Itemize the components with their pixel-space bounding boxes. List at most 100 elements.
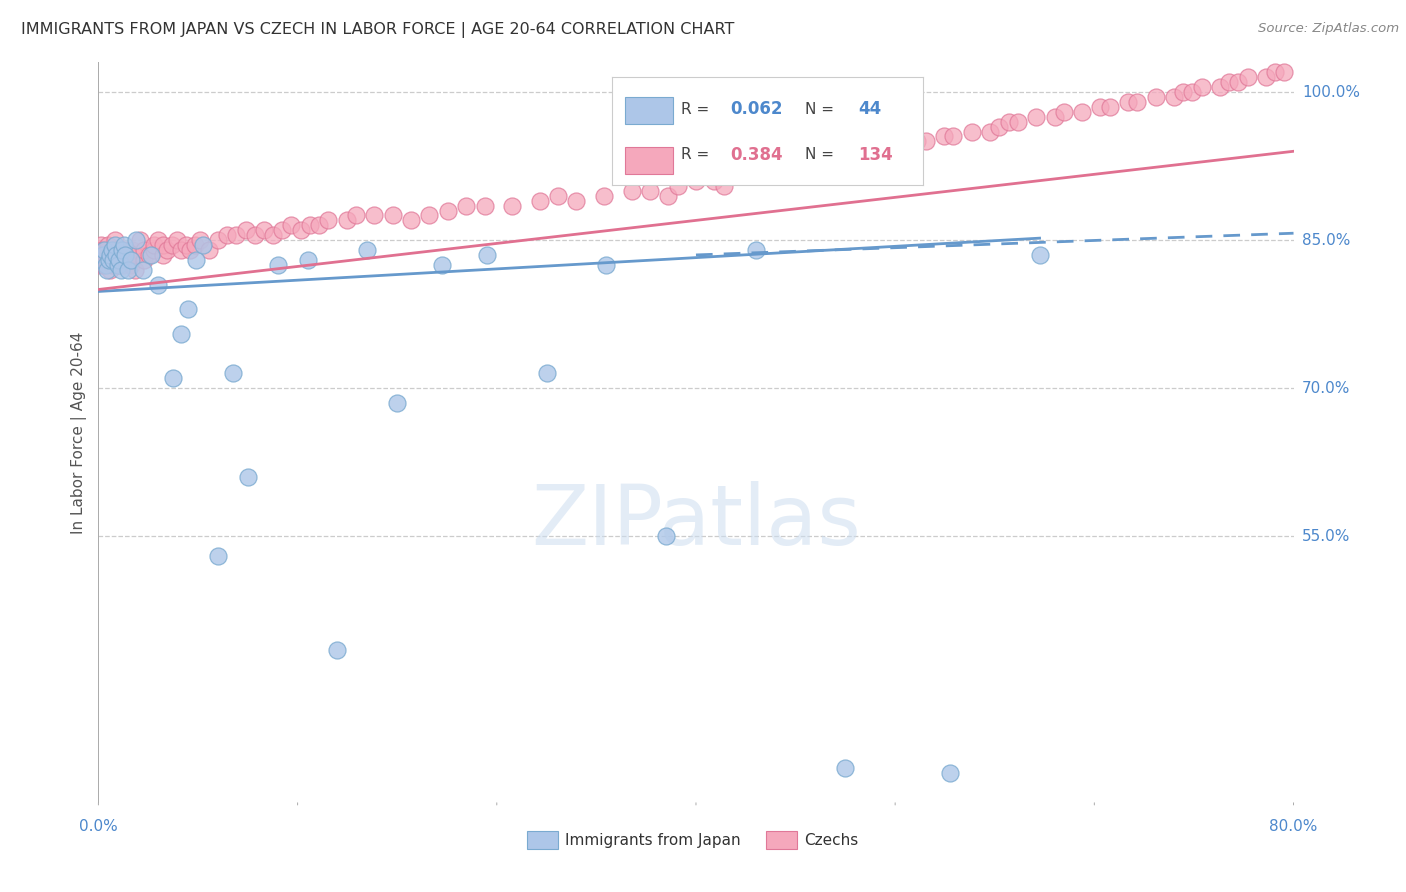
Point (1098, 100, 1121, 114)
Point (96, 248, 118, 262)
Point (1227, 75, 1250, 89)
Point (97, 243, 120, 257)
Point (91, 258, 114, 272)
Point (1071, 104, 1094, 119)
Point (179, 243, 201, 257)
Point (89, 252, 111, 267)
Point (1264, 65, 1286, 79)
Point (90, 238, 112, 252)
Point (197, 243, 219, 257)
Point (103, 252, 125, 267)
Point (595, 258, 617, 272)
Point (217, 228, 239, 243)
Point (117, 252, 139, 267)
Point (162, 371, 184, 385)
Point (1163, 90, 1185, 104)
Point (620, 184, 643, 198)
Point (638, 184, 661, 198)
Point (114, 248, 136, 262)
Point (430, 258, 453, 272)
Point (1144, 90, 1167, 104)
Point (1254, 70, 1277, 85)
Point (960, 124, 983, 138)
Point (235, 223, 257, 237)
Point (1236, 70, 1258, 85)
Point (399, 213, 422, 227)
Point (280, 219, 302, 233)
Point (108, 258, 131, 272)
Point (745, 243, 768, 257)
Point (121, 243, 143, 257)
Point (108, 252, 131, 267)
Point (786, 159, 808, 173)
Point (356, 243, 378, 257)
Point (101, 248, 124, 262)
Point (107, 252, 129, 267)
Point (132, 262, 155, 277)
Point (148, 277, 170, 292)
Point (222, 367, 245, 381)
Point (501, 198, 523, 212)
Point (814, 154, 837, 169)
Text: IMMIGRANTS FROM JAPAN VS CZECH IN LABOR FORCE | AGE 20-64 CORRELATION CHART: IMMIGRANTS FROM JAPAN VS CZECH IN LABOR … (21, 22, 734, 38)
Point (177, 302, 200, 317)
Point (1218, 75, 1240, 89)
Point (120, 252, 142, 267)
Point (115, 248, 138, 262)
Point (1209, 80, 1232, 95)
Point (134, 243, 156, 257)
Point (160, 238, 183, 252)
Y-axis label: In Labor Force | Age 20-64: In Labor Force | Age 20-64 (72, 332, 87, 533)
Point (344, 209, 367, 223)
Point (326, 642, 349, 657)
Point (152, 248, 174, 262)
Point (859, 145, 882, 159)
Point (262, 228, 284, 243)
Point (152, 238, 174, 252)
Point (188, 233, 211, 247)
Point (207, 233, 229, 247)
Point (104, 252, 127, 267)
Point (207, 549, 229, 563)
Point (436, 203, 458, 218)
Point (105, 248, 128, 262)
Point (98, 248, 121, 262)
Point (91, 243, 114, 257)
Point (134, 252, 156, 267)
Point (170, 243, 193, 257)
Point (666, 178, 689, 193)
Point (101, 258, 124, 272)
Point (142, 238, 165, 252)
Point (89, 243, 111, 257)
Point (308, 219, 330, 233)
Text: 85.0%: 85.0% (1302, 233, 1350, 248)
Point (565, 194, 588, 208)
Point (474, 198, 496, 212)
Text: Source: ZipAtlas.com: Source: ZipAtlas.com (1258, 22, 1399, 36)
Point (90, 248, 112, 262)
Point (1007, 114, 1029, 128)
Point (841, 149, 863, 163)
Point (1043, 110, 1066, 124)
Point (97, 252, 120, 267)
Text: 80.0%: 80.0% (1270, 820, 1317, 835)
Point (381, 209, 404, 223)
Point (475, 248, 498, 262)
Point (997, 114, 1019, 128)
Point (685, 174, 707, 188)
Point (105, 248, 128, 262)
Point (267, 258, 290, 272)
Point (115, 243, 138, 257)
Point (1028, 248, 1050, 262)
Point (385, 396, 409, 410)
Point (593, 188, 616, 202)
Point (91, 248, 114, 262)
Point (184, 252, 207, 267)
Point (112, 258, 135, 272)
Point (117, 262, 139, 277)
Point (191, 238, 214, 252)
Point (97, 238, 120, 252)
Point (110, 243, 132, 257)
Point (316, 213, 339, 227)
Point (1173, 85, 1195, 99)
